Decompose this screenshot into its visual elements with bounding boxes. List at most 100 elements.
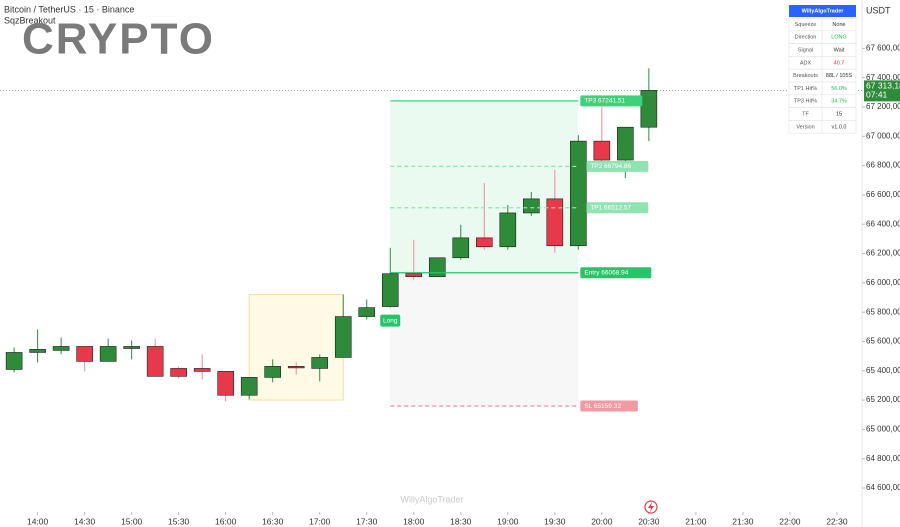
candle-body bbox=[264, 366, 282, 378]
panel-key: TP3 Hit% bbox=[794, 99, 817, 105]
x-tick-label: 19:00 bbox=[497, 516, 519, 526]
x-tick-label: 20:00 bbox=[591, 516, 613, 526]
risk-zone bbox=[390, 272, 579, 407]
y-tick-label: 67 000,00 bbox=[866, 131, 900, 140]
candle-body bbox=[358, 307, 376, 317]
y-tick-label: 67 600,00 bbox=[866, 43, 900, 52]
panel-value: 34.7% bbox=[831, 99, 847, 105]
credit: WillyAlgoTrader bbox=[400, 494, 463, 504]
x-tick-label: 14:30 bbox=[74, 516, 96, 526]
candle-body bbox=[381, 273, 399, 307]
candle-body bbox=[29, 349, 46, 353]
panel-key: TP1 Hit% bbox=[794, 86, 817, 92]
panel-row bbox=[788, 120, 857, 134]
x-tick-label: 15:30 bbox=[168, 516, 190, 526]
countdown: 07:41 bbox=[866, 90, 888, 100]
y-tick-label: 66 200,00 bbox=[866, 249, 900, 258]
y-tick-label: 64 800,00 bbox=[866, 454, 900, 463]
x-tick-label: 17:00 bbox=[309, 516, 331, 526]
x-tick-label: 20:30 bbox=[638, 516, 660, 526]
candle-body bbox=[146, 346, 164, 377]
y-tick-label: 65 000,00 bbox=[866, 425, 900, 434]
x-tick-label: 18:00 bbox=[403, 516, 425, 526]
candle-body bbox=[123, 346, 140, 349]
panel-title: WillyAlgoTrader bbox=[802, 8, 845, 14]
replay-icon bbox=[644, 500, 658, 514]
level-label: TP1 66512.57 bbox=[590, 204, 631, 211]
candle-body bbox=[640, 90, 658, 128]
x-tick-label: 17:30 bbox=[356, 516, 378, 526]
squeeze-box bbox=[248, 294, 344, 401]
candle-body bbox=[193, 368, 211, 372]
signal-label: Long bbox=[383, 317, 398, 324]
candle-body bbox=[217, 371, 234, 396]
chart-title: Bitcoin / TetherUS · 15 · Binance bbox=[4, 4, 134, 14]
currency: USDT bbox=[866, 5, 891, 15]
candle-body bbox=[428, 257, 446, 277]
panel-key: Version bbox=[796, 124, 814, 130]
x-tick-label: 21:30 bbox=[732, 516, 754, 526]
candle-body bbox=[76, 346, 93, 362]
level-label-box bbox=[580, 400, 638, 412]
watermark: CRYPTO bbox=[22, 15, 215, 64]
panel-value: LONG bbox=[831, 35, 847, 41]
level-label: TP2 66794.86 bbox=[590, 163, 631, 170]
panel-key: Direction bbox=[795, 35, 817, 41]
panel-value: 15 bbox=[836, 111, 842, 117]
candle-body bbox=[570, 140, 587, 247]
panel-key: ADX bbox=[800, 60, 812, 66]
level-label: TP3 67241.51 bbox=[584, 98, 625, 105]
candle-body bbox=[405, 273, 423, 277]
y-tick-label: 66 600,00 bbox=[866, 190, 900, 199]
panel-value: 88L / 105S bbox=[826, 73, 853, 79]
candle-body bbox=[523, 198, 540, 214]
level-label-box bbox=[586, 160, 649, 172]
x-tick-label: 22:00 bbox=[779, 516, 801, 526]
level-label: SL 65159.32 bbox=[584, 403, 621, 410]
level-label-box bbox=[580, 267, 652, 279]
level-label-box bbox=[580, 95, 643, 107]
candle-body bbox=[593, 140, 611, 161]
panel-key: TF bbox=[802, 111, 809, 117]
candle-body bbox=[499, 212, 517, 248]
x-tick-label: 21:00 bbox=[685, 516, 707, 526]
x-tick-label: 18:30 bbox=[450, 516, 472, 526]
y-tick-label: 66 400,00 bbox=[866, 219, 900, 228]
panel-value: Wait bbox=[834, 47, 845, 53]
candle-body bbox=[617, 126, 634, 161]
panel-value: None bbox=[832, 22, 845, 28]
x-tick-label: 16:00 bbox=[215, 516, 237, 526]
indicator-name: SqzBreakout bbox=[4, 15, 56, 25]
candle-body bbox=[52, 346, 70, 351]
y-tick-label: 65 800,00 bbox=[866, 307, 900, 316]
panel-value: 56.0% bbox=[831, 86, 847, 92]
candle-body bbox=[170, 368, 187, 377]
y-tick-label: 64 600,00 bbox=[866, 483, 900, 492]
price-label: 67 313,18 bbox=[866, 81, 900, 91]
x-tick-label: 15:00 bbox=[121, 516, 143, 526]
candle-body bbox=[311, 357, 329, 369]
x-tick-label: 14:00 bbox=[27, 516, 49, 526]
candle-body bbox=[5, 352, 23, 370]
panel-value: 40.7 bbox=[834, 60, 845, 66]
x-tick-label: 19:30 bbox=[544, 516, 566, 526]
y-tick-label: 67 400,00 bbox=[866, 73, 900, 82]
candle-body bbox=[334, 316, 352, 358]
panel-row bbox=[788, 107, 857, 121]
candle-body bbox=[99, 346, 117, 362]
panel-key: Signal bbox=[798, 47, 813, 53]
candle-body bbox=[452, 237, 470, 259]
signal-box bbox=[380, 314, 401, 327]
x-tick-label: 16:30 bbox=[262, 516, 284, 526]
candle-body bbox=[240, 377, 258, 396]
y-tick-label: 66 000,00 bbox=[866, 278, 900, 287]
candle-body bbox=[475, 237, 493, 248]
panel-value: v1.0.0 bbox=[832, 124, 847, 130]
panel-header bbox=[789, 5, 856, 17]
y-tick-label: 65 200,00 bbox=[866, 395, 900, 404]
panel-key: Breakouts bbox=[793, 73, 818, 79]
candle-body bbox=[546, 198, 564, 247]
